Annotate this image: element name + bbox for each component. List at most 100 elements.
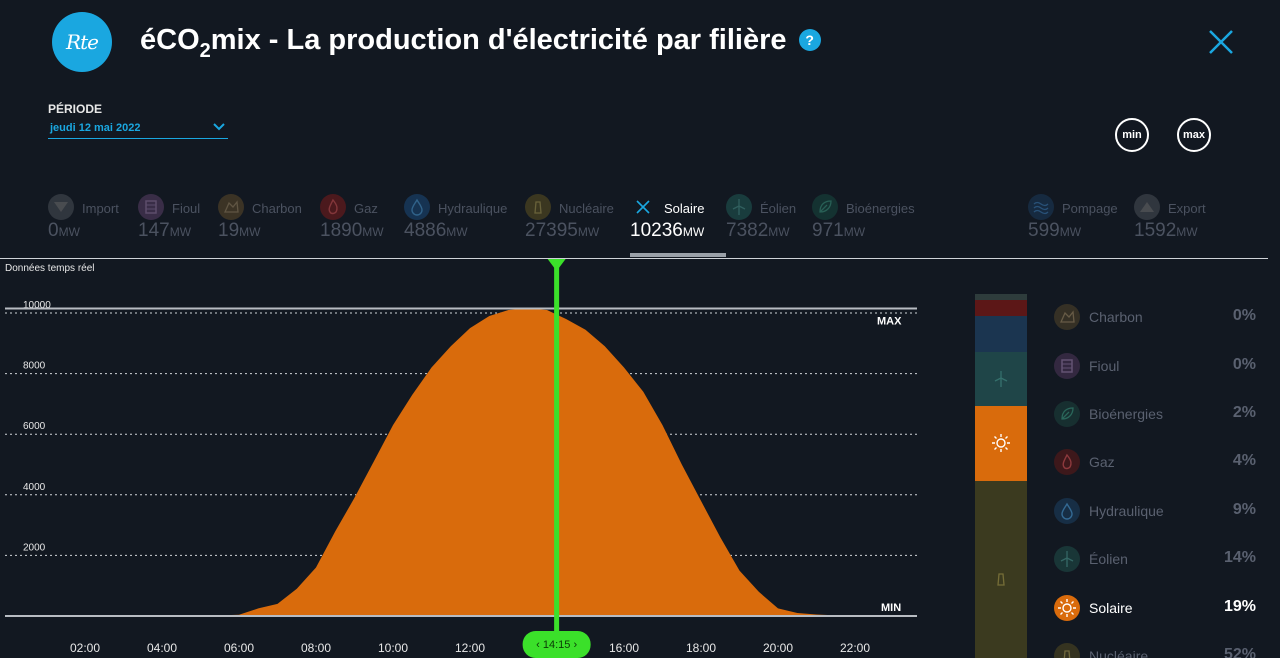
logo-text: Rte	[66, 30, 99, 54]
max-button[interactable]: max	[1177, 118, 1211, 152]
tab-gaz[interactable]: Gaz 1890MW	[320, 194, 404, 258]
cursor-time-label: ‹ 14:15 ›	[536, 639, 577, 651]
wind-turbine-icon	[994, 371, 1008, 387]
tab-value: 0MW	[48, 220, 80, 241]
tab-label: Hydraulique	[438, 201, 508, 216]
active-tab-indicator	[630, 253, 726, 257]
tab-import[interactable]: Import 0MW	[48, 194, 138, 258]
tab-value: 599MW	[1028, 220, 1082, 241]
mix-segment-gaz	[975, 300, 1027, 316]
x-tick-label: 12:00	[455, 641, 485, 655]
tab-pompage[interactable]: Pompage 599MW	[1028, 194, 1134, 258]
legend-item-fioul[interactable]: Fioul 0%	[1054, 353, 1256, 379]
tab-fioul[interactable]: Fioul 147MW	[138, 194, 218, 258]
tab-nucléaire[interactable]: Nucléaire 27395MW	[525, 194, 630, 258]
x-tick-label: 20:00	[763, 641, 793, 655]
tab-export[interactable]: Export 1592MW	[1134, 194, 1254, 258]
max-label: MAX	[877, 315, 902, 327]
tab-value: 27395MW	[525, 220, 600, 241]
tab-label: Bioénergies	[846, 201, 915, 216]
y-tick-label: 10000	[23, 300, 51, 311]
arrow-up-icon	[1134, 194, 1160, 220]
tab-value: 1890MW	[320, 220, 384, 241]
x-tick-label: 02:00	[70, 641, 100, 655]
legend-item-éolien[interactable]: Éolien 14%	[1054, 546, 1256, 572]
legend-label: Hydraulique	[1089, 503, 1164, 519]
legend-item-charbon[interactable]: Charbon 0%	[1054, 304, 1256, 330]
legend-percent: 19%	[1223, 598, 1256, 615]
y-tick-label: 6000	[23, 421, 46, 432]
tab-solaire[interactable]: Solaire 10236MW	[630, 194, 726, 258]
y-tick-label: 4000	[23, 482, 46, 493]
mix-segment-solaire	[975, 406, 1027, 481]
legend-percent: 0%	[1232, 356, 1256, 373]
y-tick-label: 2000	[23, 542, 46, 553]
tab-label: Nucléaire	[559, 201, 614, 216]
time-cursor-handle	[547, 259, 566, 271]
sun-icon	[1054, 595, 1080, 621]
time-cursor-badge	[522, 631, 591, 658]
tab-label: Fioul	[172, 201, 201, 216]
mix-segment-nucléaire	[975, 481, 1027, 658]
legend-item-nucléaire[interactable]: Nucléaire 52%	[1054, 643, 1256, 658]
tab-value: 4886MW	[404, 220, 468, 241]
nuclear-icon	[525, 194, 551, 220]
tab-value: 971MW	[812, 220, 866, 241]
wind-turbine-icon	[1054, 546, 1080, 572]
tab-value: 19MW	[218, 220, 261, 241]
nuclear-icon	[1054, 643, 1080, 658]
arrow-down-icon	[48, 194, 74, 220]
tab-charbon[interactable]: Charbon 19MW	[218, 194, 320, 258]
drop-icon	[1054, 498, 1080, 524]
close-icon[interactable]	[1207, 28, 1235, 56]
chevron-down-icon	[213, 123, 225, 131]
tab-éolien[interactable]: Éolien 7382MW	[726, 194, 812, 258]
nuclear-icon	[997, 573, 1005, 586]
barrel-icon	[138, 194, 164, 220]
x-tick-label: 10:00	[378, 641, 408, 655]
leaf-icon	[1054, 401, 1080, 427]
coal-icon	[1054, 304, 1080, 330]
drop-icon	[404, 194, 430, 220]
tab-label: Gaz	[354, 201, 378, 216]
min-button[interactable]: min	[1115, 118, 1149, 152]
legend-percent: 2%	[1232, 404, 1256, 421]
tab-bioénergies[interactable]: Bioénergies 971MW	[812, 194, 1028, 258]
waves-icon	[1028, 194, 1054, 220]
tab-label: Éolien	[760, 201, 797, 216]
x-tick-label: 16:00	[609, 641, 639, 655]
legend-label: Bioénergies	[1089, 406, 1163, 422]
legend-item-gaz[interactable]: Gaz 4%	[1054, 449, 1256, 475]
legend-item-hydraulique[interactable]: Hydraulique 9%	[1054, 498, 1256, 524]
barrel-icon	[1054, 353, 1080, 379]
tab-label: Charbon	[252, 201, 302, 216]
y-tick-label: 8000	[23, 361, 46, 372]
legend-percent: 52%	[1223, 646, 1256, 658]
legend-label: Fioul	[1089, 358, 1120, 374]
help-icon[interactable]: ?	[798, 29, 821, 51]
min-label: MIN	[881, 602, 901, 614]
x-tick-label: 18:00	[686, 641, 716, 655]
legend-label: Éolien	[1089, 551, 1128, 567]
tab-label: Import	[82, 201, 119, 216]
mix-segment-bioénergies	[975, 294, 1027, 300]
period-dropdown[interactable]: jeudi 12 mai 2022	[48, 119, 228, 139]
sun-icon	[992, 434, 1010, 452]
tab-label: Pompage	[1062, 201, 1118, 216]
legend-item-solaire[interactable]: Solaire 19%	[1054, 595, 1256, 621]
tab-label: Export	[1168, 201, 1206, 216]
legend-item-bioénergies[interactable]: Bioénergies 2%	[1054, 401, 1256, 427]
realtime-label: Données temps réel	[5, 263, 95, 274]
leaf-icon	[812, 194, 838, 220]
tab-hydraulique[interactable]: Hydraulique 4886MW	[404, 194, 525, 258]
tab-value: 10236MW	[630, 220, 705, 241]
period-label: PÉRIODE	[48, 102, 103, 116]
tab-value: 147MW	[138, 220, 192, 241]
tabs-divider	[0, 258, 1268, 259]
flame-icon	[320, 194, 346, 220]
close-x-icon	[630, 194, 656, 220]
solar-production-chart[interactable]: 2000 4000 6000 8000 10000 MAX MIN 02:00 04:00 06:…	[0, 259, 960, 658]
period-value: jeudi 12 mai 2022	[50, 122, 141, 134]
rte-logo[interactable]: Rte	[52, 12, 112, 72]
legend-label: Gaz	[1089, 454, 1115, 470]
